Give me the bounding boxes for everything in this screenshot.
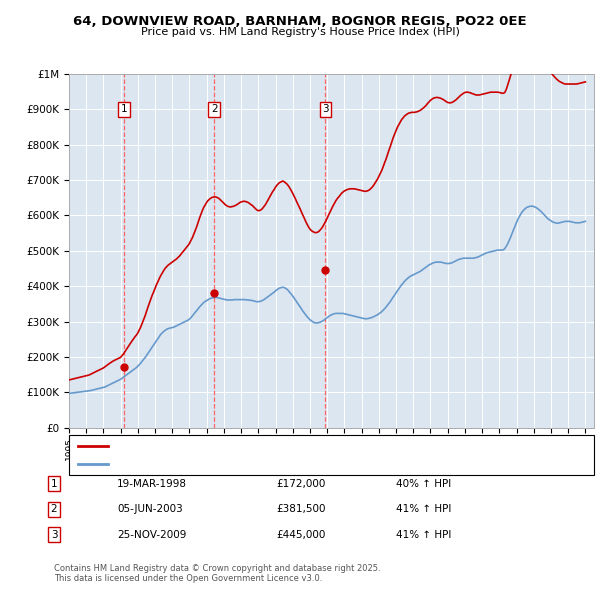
Text: Contains HM Land Registry data © Crown copyright and database right 2025.
This d: Contains HM Land Registry data © Crown c…	[54, 563, 380, 583]
Text: 2: 2	[50, 504, 58, 514]
Text: 19-MAR-1998: 19-MAR-1998	[117, 479, 187, 489]
Text: 3: 3	[50, 530, 58, 539]
Text: 1: 1	[50, 479, 58, 489]
Text: HPI: Average price, detached house, Arun: HPI: Average price, detached house, Arun	[114, 458, 318, 468]
Text: 41% ↑ HPI: 41% ↑ HPI	[396, 504, 451, 514]
Text: Price paid vs. HM Land Registry's House Price Index (HPI): Price paid vs. HM Land Registry's House …	[140, 27, 460, 37]
Text: 40% ↑ HPI: 40% ↑ HPI	[396, 479, 451, 489]
Text: 3: 3	[322, 104, 329, 114]
Text: 64, DOWNVIEW ROAD, BARNHAM, BOGNOR REGIS, PO22 0EE: 64, DOWNVIEW ROAD, BARNHAM, BOGNOR REGIS…	[73, 15, 527, 28]
Text: 41% ↑ HPI: 41% ↑ HPI	[396, 530, 451, 539]
Text: 05-JUN-2003: 05-JUN-2003	[117, 504, 183, 514]
Text: £381,500: £381,500	[276, 504, 325, 514]
Text: 25-NOV-2009: 25-NOV-2009	[117, 530, 187, 539]
Text: 64, DOWNVIEW ROAD, BARNHAM, BOGNOR REGIS, PO22 0EE (detached house): 64, DOWNVIEW ROAD, BARNHAM, BOGNOR REGIS…	[114, 441, 503, 451]
Text: £445,000: £445,000	[276, 530, 325, 539]
Text: 1: 1	[121, 104, 128, 114]
Text: £172,000: £172,000	[276, 479, 325, 489]
Text: 2: 2	[211, 104, 217, 114]
